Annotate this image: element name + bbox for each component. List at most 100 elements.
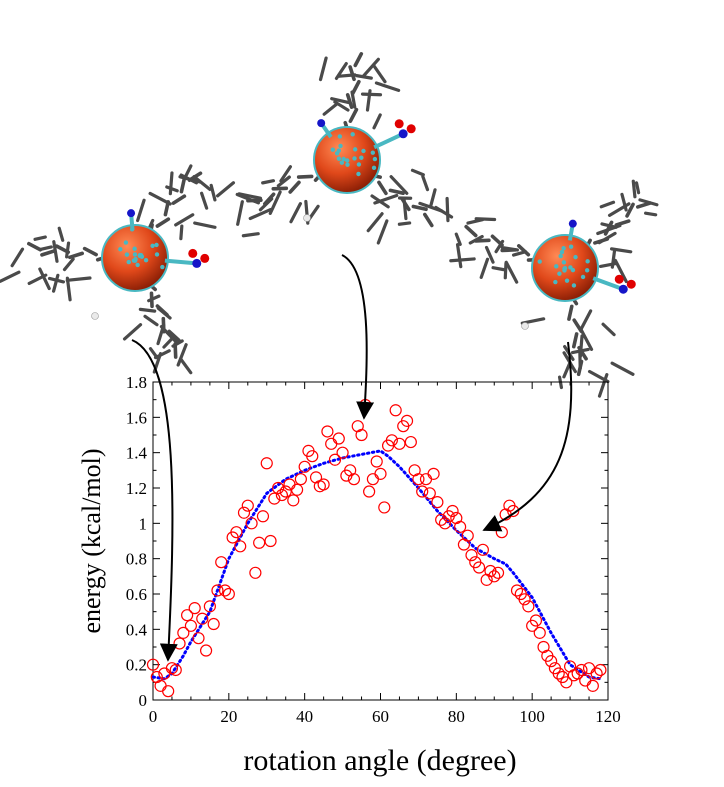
- arm-bond: [445, 196, 450, 223]
- scatter-point: [177, 626, 190, 639]
- arm-backbone: [345, 93, 354, 110]
- scatter-point: [294, 473, 307, 486]
- scatter-point: [192, 632, 205, 645]
- arm-bond: [38, 245, 53, 251]
- arm-bond: [65, 276, 92, 282]
- scatter-point: [419, 473, 433, 486]
- arm-bond: [579, 328, 594, 351]
- scatter-point: [529, 614, 543, 627]
- scatter-point: [287, 494, 300, 507]
- scatter-point: [199, 644, 213, 657]
- scatter-points: [146, 398, 607, 698]
- arm-bond: [176, 343, 188, 367]
- cage-atom: [337, 134, 343, 139]
- scatter-point: [253, 536, 266, 549]
- y-tick-label: 0.2: [126, 656, 147, 675]
- arm-bond: [168, 171, 174, 196]
- scatter-point: [400, 414, 414, 427]
- scatter-point: [154, 679, 167, 692]
- oxygen-atom: [406, 124, 416, 134]
- scatter-point: [264, 534, 277, 548]
- arm-bond: [143, 314, 159, 327]
- arm-bond: [601, 322, 616, 337]
- scatter-point: [355, 428, 368, 442]
- scatter-point: [237, 506, 251, 519]
- scatter-point: [412, 473, 425, 486]
- arm-bond: [597, 372, 609, 398]
- hydrogen-atom: [91, 312, 99, 320]
- scatter-point: [491, 566, 505, 579]
- scatter-point: [275, 488, 289, 502]
- arm-backbone: [423, 212, 434, 228]
- cage-atom: [356, 171, 361, 177]
- arm-bond: [366, 212, 384, 233]
- arm-backbone: [155, 304, 169, 317]
- scatter-point: [575, 663, 588, 677]
- arrow-middle: [341, 254, 375, 420]
- arm-backbone: [163, 200, 170, 217]
- oxygen-atom: [188, 248, 198, 258]
- cage-atom: [336, 148, 342, 153]
- arm-bond: [372, 113, 382, 130]
- scatter-point: [518, 593, 531, 606]
- arm-backbone: [576, 359, 584, 377]
- cage-atom: [568, 244, 574, 249]
- arm-bond: [454, 232, 462, 246]
- arm-backbone: [353, 52, 364, 68]
- arm-bond: [261, 179, 276, 185]
- y-tick-label: 0.8: [126, 550, 147, 569]
- arm-backbone: [572, 318, 584, 333]
- arm-bond: [579, 309, 593, 331]
- arm-backbone: [348, 107, 359, 123]
- cage-atom: [345, 158, 350, 163]
- arm-backbone: [179, 177, 187, 194]
- plot-frame: [152, 381, 609, 701]
- scatter-point: [579, 674, 592, 687]
- scatter-point: [207, 617, 220, 631]
- arm-bond: [620, 192, 628, 212]
- scatter-point: [260, 457, 273, 470]
- arm-backbone: [161, 316, 166, 334]
- cage-atom: [570, 267, 576, 273]
- arm-bond: [138, 307, 157, 313]
- scatter-point: [586, 679, 599, 692]
- arm-bond: [631, 179, 637, 199]
- arm-backbone: [614, 219, 631, 227]
- nitro-nitrogen: [192, 258, 202, 268]
- cage-atom: [553, 279, 558, 285]
- scatter-point: [279, 485, 292, 498]
- scatter-point: [363, 485, 376, 498]
- y-axis-title: energy (kcal/mol): [77, 448, 106, 633]
- scatter-point: [495, 526, 508, 539]
- hydrogen-atom: [521, 322, 529, 330]
- scatter-point: [582, 662, 596, 675]
- arm-backbone: [400, 196, 411, 212]
- cage-atom: [562, 265, 568, 271]
- x-tick-label: 80: [448, 707, 465, 726]
- arm-bond: [479, 257, 490, 279]
- arm-bond: [421, 174, 430, 192]
- oxygen-atom: [394, 119, 404, 129]
- fit-curve: [151, 449, 602, 681]
- scatter-point: [378, 501, 391, 514]
- scatter-point: [370, 455, 383, 468]
- cage-atom: [537, 259, 542, 264]
- arm-backbone: [54, 244, 71, 254]
- scatter-point: [374, 467, 387, 480]
- scatter-point: [169, 663, 182, 677]
- cage-atom: [118, 247, 123, 252]
- cage-atom: [150, 243, 155, 249]
- arrow-right: [482, 341, 573, 532]
- arm-backbone: [351, 79, 361, 96]
- arm-bond: [276, 175, 291, 188]
- arm-bond: [330, 97, 351, 105]
- y-tick-label: 1: [139, 514, 148, 533]
- arm-bond: [610, 361, 635, 376]
- cage-atom: [561, 246, 566, 251]
- arm-backbone: [171, 194, 187, 205]
- scatter-point: [215, 556, 228, 569]
- arm-bond: [370, 194, 390, 209]
- scatter-point: [510, 584, 524, 597]
- scatter-point: [404, 435, 417, 449]
